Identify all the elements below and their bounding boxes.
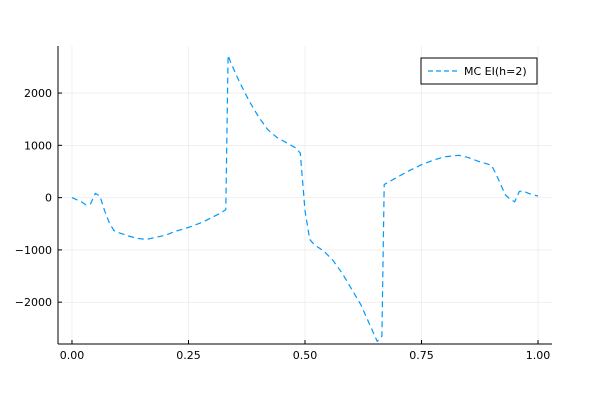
y-tick-label: −1000 (15, 244, 52, 257)
x-tick-label: 0.50 (293, 349, 318, 362)
y-tick-label: 1000 (24, 139, 52, 152)
legend-label: MC EI(h=2) (464, 65, 527, 78)
y-ticks: −2000 −1000 0 1000 2000 (15, 87, 62, 309)
x-tick-label: 0.75 (409, 349, 434, 362)
x-tick-label: 0.25 (176, 349, 201, 362)
legend: MC EI(h=2) (420, 57, 538, 85)
x-tick-label: 0.00 (60, 349, 85, 362)
x-tick-label: 1.00 (526, 349, 551, 362)
grid (58, 46, 552, 344)
series-line (71, 54, 539, 342)
series-lines (71, 54, 539, 342)
y-tick-label: −2000 (15, 296, 52, 309)
y-tick-label: 2000 (24, 87, 52, 100)
y-tick-label: 0 (45, 192, 52, 205)
x-ticks: 0.00 0.25 0.50 0.75 1.00 (60, 340, 551, 362)
